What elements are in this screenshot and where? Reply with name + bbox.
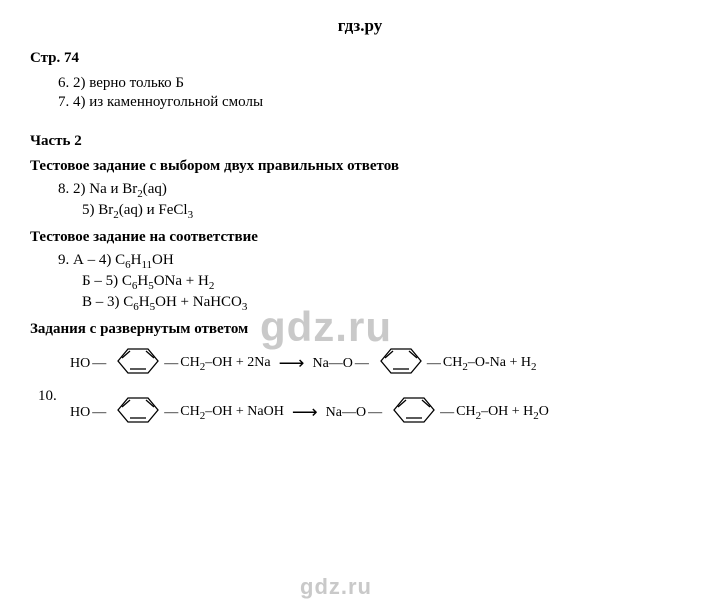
formula-text: В – 3) C6H5OH + NaHCO3 — [82, 294, 247, 310]
product-left: Na—O — [326, 405, 366, 421]
benzene-ring-icon — [371, 346, 425, 381]
formula-text: 2) Na и Br2(aq) — [73, 181, 167, 197]
page-reference: Стр. 74 — [30, 50, 690, 67]
formula-text: 5) Br2(aq) и FeCl3 — [82, 202, 193, 218]
answer-text: 4) из каменноугольной смолы — [73, 94, 263, 110]
task-full-heading: Задания с развернутым ответом — [30, 321, 690, 338]
answer-9-b: Б – 5) C6H5ONa + H2 — [82, 273, 690, 292]
formula-text: Б – 5) C6H5ONa + H2 — [82, 273, 214, 289]
reactant-right: CH2–OH + 2Na — [180, 355, 270, 373]
reactant-left: HO — [70, 405, 90, 421]
formula-text: А – 4) C6H11OH — [73, 252, 174, 268]
benzene-ring-icon — [384, 395, 438, 430]
reaction-1: HO — — CH2–OH + 2Na ⟶ Na—O — — [70, 346, 690, 381]
task-match-heading: Тестовое задание на соответствие — [30, 229, 690, 246]
answer-6: 6. 2) верно только Б — [58, 75, 690, 92]
benzene-ring-icon — [108, 346, 162, 381]
product-right: CH2–OH + H2O — [456, 404, 549, 422]
num-label: 8. — [58, 181, 69, 197]
num-label: 9. — [58, 252, 69, 268]
answer-7: 7. 4) из каменноугольной смолы — [58, 94, 690, 111]
watermark-bottom: gdz.ru — [300, 574, 372, 600]
answer-8-line1: 8. 2) Na и Br2(aq) — [58, 181, 690, 200]
arrow-icon: ⟶ — [279, 353, 305, 374]
reactions-block: 10. HO — — CH2–OH + 2Na ⟶ Na—O — — [40, 346, 690, 430]
benzene-ring-icon — [108, 395, 162, 430]
task-choice-heading: Тестовое задание с выбором двух правильн… — [30, 158, 690, 175]
reactant-right: CH2–OH + NaOH — [180, 404, 284, 422]
reaction-2: HO — — CH2–OH + NaOH ⟶ Na—O — — [70, 395, 690, 430]
page-content: гдз.ру Стр. 74 6. 2) верно только Б 7. 4… — [0, 0, 720, 454]
arrow-icon: ⟶ — [292, 402, 318, 423]
part-2-heading: Часть 2 — [30, 133, 690, 150]
reactant-left: HO — [70, 356, 90, 372]
site-header: гдз.ру — [30, 16, 690, 36]
answer-text: 2) верно только Б — [73, 75, 184, 91]
product-left: Na—O — [312, 356, 352, 372]
num-label: 7. — [58, 94, 69, 110]
answer-9-c: В – 3) C6H5OH + NaHCO3 — [82, 294, 690, 313]
answer-8-line2: 5) Br2(aq) и FeCl3 — [82, 202, 690, 221]
answer-9-a: 9. А – 4) C6H11OH — [58, 252, 690, 271]
num-label-10: 10. — [38, 388, 57, 405]
num-label: 6. — [58, 75, 69, 91]
product-right: CH2–O-Na + H2 — [443, 355, 537, 373]
